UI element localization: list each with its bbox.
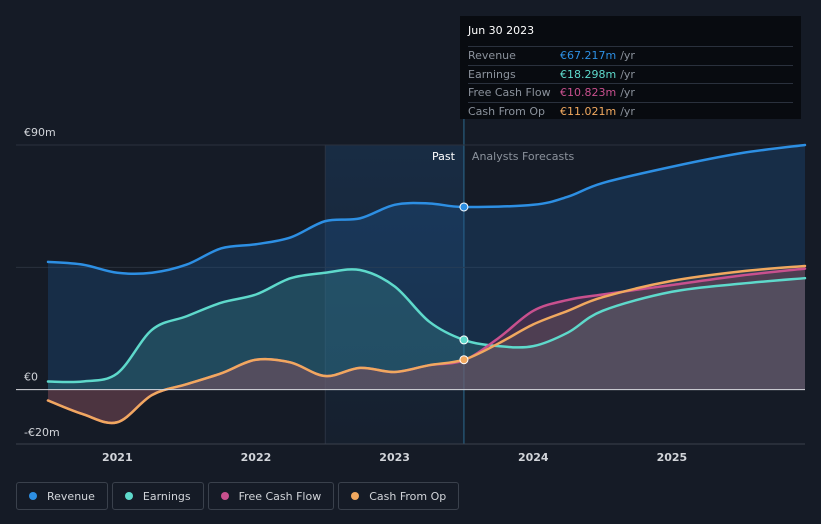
revenue-line [46, 143, 807, 276]
forecast-label: Analysts Forecasts [472, 150, 575, 163]
legend-label: Revenue [47, 489, 95, 503]
tooltip-label: Cash From Op [468, 104, 546, 118]
legend-label: Free Cash Flow [238, 489, 322, 503]
tooltip-row-cash-from-op: Cash From Op €11.021m /yr [468, 103, 793, 121]
legend-item-revenue[interactable]: Revenue [16, 482, 108, 510]
y-tick-label: -€20m [24, 426, 60, 439]
cash-from-op-line [46, 264, 807, 425]
y-tick-label: €90m [24, 126, 56, 139]
tooltip-value: €18.298m [560, 67, 617, 81]
legend-item-free-cash-flow[interactable]: Free Cash Flow [207, 482, 335, 510]
tooltip: Jun 30 2023 Revenue €67.217m /yr Earning… [460, 16, 801, 119]
tooltip-row-revenue: Revenue €67.217m /yr [468, 47, 793, 66]
tooltip-label: Revenue [468, 49, 516, 62]
legend-item-earnings[interactable]: Earnings [111, 482, 204, 510]
legend-label: Earnings [142, 489, 191, 503]
revenue-marker [459, 202, 469, 212]
y-tick-label: €0 [24, 371, 38, 384]
legend: Revenue Earnings Free Cash Flow Cash Fro… [16, 482, 460, 510]
legend-item-cash-from-op[interactable]: Cash From Op [338, 482, 460, 510]
legend-dot-icon [29, 492, 37, 500]
x-tick-label: 2025 [657, 451, 688, 464]
tooltip-row-earnings: Earnings €18.298m /yr [468, 66, 793, 84]
legend-dot-icon [351, 492, 360, 500]
past-highlight [325, 145, 464, 444]
tooltip-value: €10.823m [560, 86, 617, 99]
earnings-marker [459, 335, 469, 345]
revenue-area [48, 145, 805, 390]
tooltip-unit: /yr [620, 67, 635, 81]
x-tick-label: 2022 [241, 451, 272, 464]
legend-dot-icon [124, 492, 133, 500]
tooltip-unit: /yr [620, 104, 635, 118]
tooltip-label: Free Cash Flow [468, 86, 551, 99]
tooltip-unit: /yr [620, 86, 635, 99]
legend-dot-icon [220, 492, 229, 500]
x-tick-label: 2023 [379, 451, 410, 464]
tooltip-value: €67.217m [560, 49, 617, 62]
cash-from-op-marker [459, 355, 469, 365]
tooltip-date: Jun 30 2023 [468, 24, 793, 47]
x-tick-label: 2024 [518, 451, 549, 464]
past-label: Past [432, 150, 456, 163]
x-tick-label: 2021 [102, 451, 133, 464]
legend-label: Cash From Op [369, 489, 447, 503]
tooltip-unit: /yr [620, 49, 635, 62]
earnings-line [46, 268, 807, 384]
tooltip-value: €11.021m [560, 104, 617, 118]
tooltip-label: Earnings [468, 67, 516, 81]
tooltip-row-free-cash-flow: Free Cash Flow €10.823m /yr [468, 84, 793, 103]
